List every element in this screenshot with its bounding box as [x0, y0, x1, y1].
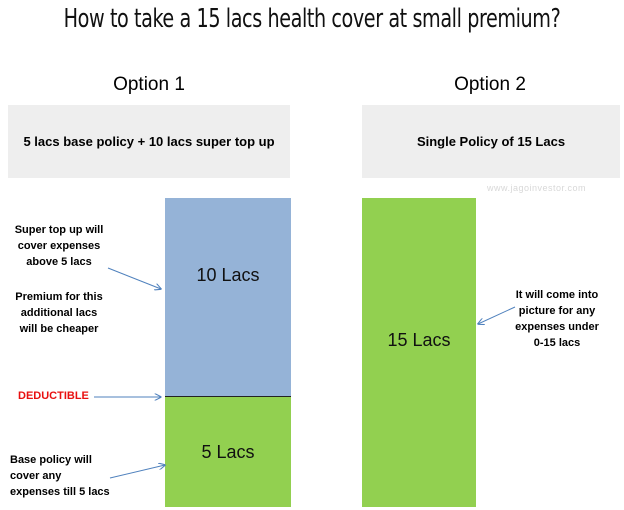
- single-policy-block: 15 Lacs: [362, 198, 476, 507]
- watermark: www.jagoinvestor.com: [487, 183, 587, 193]
- note-line: expenses under: [515, 321, 599, 333]
- base-policy-amount: 5 Lacs: [201, 441, 255, 462]
- option-2-arrow: [478, 306, 516, 324]
- base-policy-arrow: [109, 465, 165, 479]
- note-line: cover any: [10, 470, 62, 482]
- premium-note: Premium for this additional lacs will be…: [2, 289, 116, 337]
- super-top-up-note: Super top up will cover expenses above 5…: [2, 222, 116, 270]
- note-line: expenses till 5 lacs: [10, 486, 110, 498]
- note-line: picture for any: [518, 305, 596, 317]
- base-policy-note: Base policy will cover any expenses till…: [2, 452, 122, 500]
- note-line: additional lacs: [20, 307, 98, 319]
- deductible-label: DEDUCTIBLE: [18, 390, 89, 402]
- deductible-divider: [165, 396, 291, 397]
- option-1-policy-text: 5 lacs base policy + 10 lacs super top u…: [23, 134, 275, 149]
- super-top-up-block: 10 Lacs: [165, 198, 291, 397]
- single-policy-amount: 15 Lacs: [387, 330, 451, 350]
- option-2-note: It will come into picture for any expens…: [494, 287, 620, 351]
- option-2-label: Option 2: [454, 74, 526, 95]
- base-policy-block: 5 Lacs: [165, 397, 291, 507]
- note-line: cover expenses: [17, 240, 101, 252]
- option-2-policy-box: Single Policy of 15 Lacs: [362, 105, 620, 178]
- option-1-label: Option 1: [113, 74, 185, 95]
- note-line: 0-15 lacs: [533, 337, 581, 349]
- note-line: It will come into: [515, 289, 599, 301]
- super-top-up-amount: 10 Lacs: [196, 264, 260, 285]
- note-line: Super top up will: [14, 224, 104, 236]
- super-top-up-arrow: [107, 267, 161, 289]
- option-2-policy-text: Single Policy of 15 Lacs: [416, 134, 566, 149]
- note-line: above 5 lacs: [26, 256, 92, 268]
- page-title: How to take a 15 lacs health cover at sm…: [63, 4, 561, 34]
- option-1-policy-box: 5 lacs base policy + 10 lacs super top u…: [8, 105, 290, 178]
- note-line: will be cheaper: [19, 323, 99, 335]
- note-line: Base policy will: [10, 454, 92, 466]
- note-line: Premium for this: [15, 291, 103, 303]
